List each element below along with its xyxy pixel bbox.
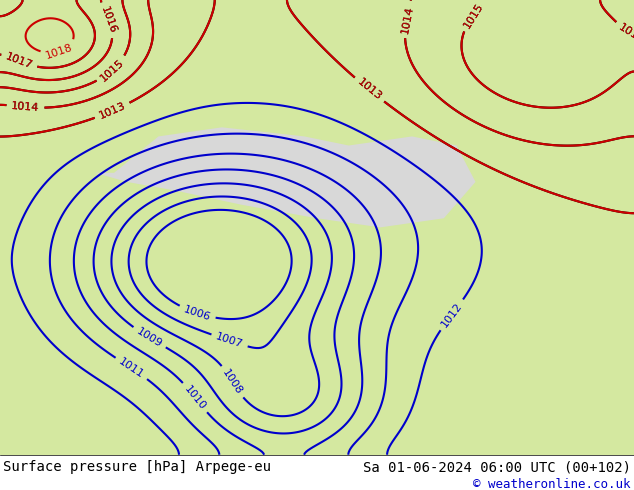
Text: 1013: 1013 xyxy=(355,77,384,102)
Text: 1017: 1017 xyxy=(4,51,34,71)
Text: 1015: 1015 xyxy=(462,0,486,30)
Text: 1018: 1018 xyxy=(44,42,74,61)
Text: 1013: 1013 xyxy=(355,77,384,102)
Text: 1012: 1012 xyxy=(439,300,464,329)
Text: 1017: 1017 xyxy=(4,51,34,71)
Text: 1015: 1015 xyxy=(617,22,634,45)
Text: 1007: 1007 xyxy=(214,331,244,350)
Text: Sa 01-06-2024 06:00 UTC (00+102): Sa 01-06-2024 06:00 UTC (00+102) xyxy=(363,460,631,474)
Text: Surface pressure [hPa] Arpege-eu: Surface pressure [hPa] Arpege-eu xyxy=(3,460,271,474)
Text: 1016: 1016 xyxy=(100,5,118,35)
Text: 1011: 1011 xyxy=(117,356,146,380)
Text: 1015: 1015 xyxy=(462,0,486,30)
Text: 1015: 1015 xyxy=(98,57,126,83)
Text: 1013: 1013 xyxy=(98,101,127,121)
Text: 1014: 1014 xyxy=(399,4,415,34)
Text: 1015: 1015 xyxy=(617,22,634,45)
Text: 1010: 1010 xyxy=(183,384,208,412)
Text: 1014: 1014 xyxy=(11,101,40,113)
Text: 1015: 1015 xyxy=(98,57,126,83)
Text: 1013: 1013 xyxy=(98,101,127,121)
Polygon shape xyxy=(95,127,476,227)
Text: 1009: 1009 xyxy=(135,326,164,349)
Text: 1016: 1016 xyxy=(100,5,118,35)
Text: 1006: 1006 xyxy=(183,304,212,322)
Text: 1014: 1014 xyxy=(11,101,40,113)
Text: 1014: 1014 xyxy=(399,4,415,34)
Text: 1008: 1008 xyxy=(221,367,244,396)
Text: © weatheronline.co.uk: © weatheronline.co.uk xyxy=(474,478,631,490)
